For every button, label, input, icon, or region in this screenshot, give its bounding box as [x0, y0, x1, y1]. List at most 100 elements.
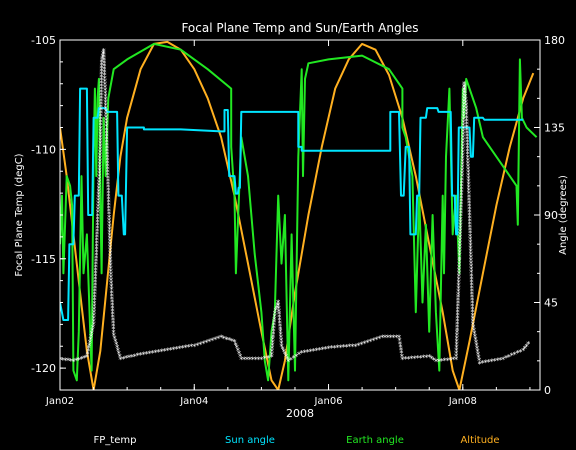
- fp-temp-point: *: [418, 354, 422, 363]
- fp-temp-point: *: [443, 357, 447, 366]
- legend-entry: Altitude: [460, 435, 499, 446]
- fp-temp-point: *: [462, 83, 466, 92]
- fp-temp-point: *: [204, 338, 208, 347]
- fp-temp-point: *: [457, 275, 461, 284]
- fp-temp-point: *: [460, 170, 464, 179]
- fp-temp-point: *: [460, 185, 464, 194]
- fp-temp-point: *: [275, 304, 279, 313]
- fp-temp-point: *: [92, 302, 96, 311]
- fp-temp-point: *: [233, 338, 237, 347]
- fp-temp-point: *: [469, 257, 473, 266]
- fp-temp-point: *: [468, 223, 472, 232]
- fp-temp-point: *: [470, 308, 474, 317]
- fp-temp-point: *: [383, 334, 387, 343]
- fp-temp-point: *: [459, 200, 463, 209]
- fp-temp-point: *: [104, 99, 108, 108]
- fp-temp-point: *: [454, 344, 458, 353]
- fp-temp-point: *: [99, 100, 103, 109]
- fp-temp-point: *: [271, 339, 275, 348]
- fp-temp-point: *: [92, 317, 96, 326]
- fp-temp-point: *: [93, 290, 97, 299]
- fp-temp-point: *: [462, 110, 466, 119]
- fp-temp-point: *: [454, 349, 458, 358]
- fp-temp-point: *: [97, 191, 101, 200]
- fp-temp-point: *: [111, 310, 115, 319]
- fp-temp-point: *: [99, 97, 103, 106]
- fp-temp-point: *: [96, 209, 100, 218]
- fp-temp-point: *: [95, 242, 99, 251]
- fp-temp-point: *: [111, 322, 115, 331]
- x-tick-label: Jan06: [313, 396, 342, 407]
- fp-temp-point: *: [94, 260, 98, 269]
- fp-temp-point: *: [174, 345, 178, 354]
- fp-temp-point: *: [465, 132, 469, 141]
- fp-temp-point: *: [263, 355, 267, 364]
- fp-temp-point: *: [257, 355, 261, 364]
- altitude-line: [60, 40, 535, 390]
- fp-temp-point: *: [101, 52, 105, 61]
- fp-temp-point: *: [183, 344, 187, 353]
- fp-temp-point: *: [466, 178, 470, 187]
- fp-temp-point: *: [102, 50, 106, 59]
- fp-temp-point: *: [108, 246, 112, 255]
- fp-temp-point: *: [400, 352, 404, 361]
- fp-temp-point: *: [455, 323, 459, 332]
- fp-temp-point: *: [107, 204, 111, 213]
- fp-temp-point: *: [468, 226, 472, 235]
- fp-temp-point: *: [98, 136, 102, 145]
- fp-temp-point: *: [107, 222, 111, 231]
- fp-temp-point: *: [471, 320, 475, 329]
- fp-temp-point: *: [95, 221, 99, 230]
- fp-temp-point: *: [87, 344, 91, 353]
- fp-temp-point: *: [469, 250, 473, 259]
- fp-temp-point: *: [92, 296, 96, 305]
- fp-temp-point: *: [353, 342, 357, 351]
- fp-temp-point: *: [523, 344, 527, 353]
- fp-temp-point: *: [458, 224, 462, 233]
- fp-temp-point: *: [465, 144, 469, 153]
- fp-temp-point: *: [470, 302, 474, 311]
- fp-temp-point: *: [278, 316, 282, 325]
- left-tick-label: -110: [31, 143, 56, 156]
- fp-temp-point: *: [457, 270, 461, 279]
- fp-temp-point: *: [466, 147, 470, 156]
- fp-temp-point: *: [270, 347, 274, 356]
- fp-temp-point: *: [472, 326, 476, 335]
- fp-temp-point: *: [415, 354, 419, 363]
- fp-temp-point: *: [96, 215, 100, 224]
- fp-temp-point: *: [399, 349, 403, 358]
- fp-temp-point: *: [107, 219, 111, 228]
- fp-temp-point: *: [100, 64, 104, 73]
- fp-temp-point: *: [88, 338, 92, 347]
- fp-temp-point: *: [467, 199, 471, 208]
- fp-temp-point: *: [98, 133, 102, 142]
- fp-temp-point: *: [103, 77, 107, 86]
- left-axis: -105 -110 -115 -120: [31, 34, 66, 391]
- fp-temp-point: *: [470, 278, 474, 287]
- fp-temp-point: *: [104, 120, 108, 129]
- fp-temp-point: *: [341, 343, 345, 352]
- fp-temp-point: *: [397, 334, 401, 343]
- fp-temp-point: *: [104, 111, 108, 120]
- fp-temp-point: *: [105, 132, 109, 141]
- fp-temp-point: *: [104, 105, 108, 114]
- fp-temp-point: *: [462, 95, 466, 104]
- x-axis-label: 2008: [286, 407, 314, 420]
- fp-temp-point: *: [102, 47, 106, 56]
- fp-temp-point: *: [92, 314, 96, 323]
- fp-temp-point: *: [108, 237, 112, 246]
- fp-temp-point: *: [466, 162, 470, 171]
- fp-temp-point: *: [286, 358, 290, 367]
- fp-temp-point: *: [460, 182, 464, 191]
- fp-temp-point: *: [109, 280, 113, 289]
- fp-temp-point: *: [97, 173, 101, 182]
- fp-temp-point: *: [459, 194, 463, 203]
- fp-temp-point: *: [347, 343, 351, 352]
- fp-temp-point: *: [474, 342, 478, 351]
- fp-temp-point: *: [470, 296, 474, 305]
- fp-temp-point: *: [108, 240, 112, 249]
- fp-temp-point: *: [412, 354, 416, 363]
- fp-temp-point: *: [467, 190, 471, 199]
- fp-temp-point: *: [109, 283, 113, 292]
- fp-temp-point: *: [270, 344, 274, 353]
